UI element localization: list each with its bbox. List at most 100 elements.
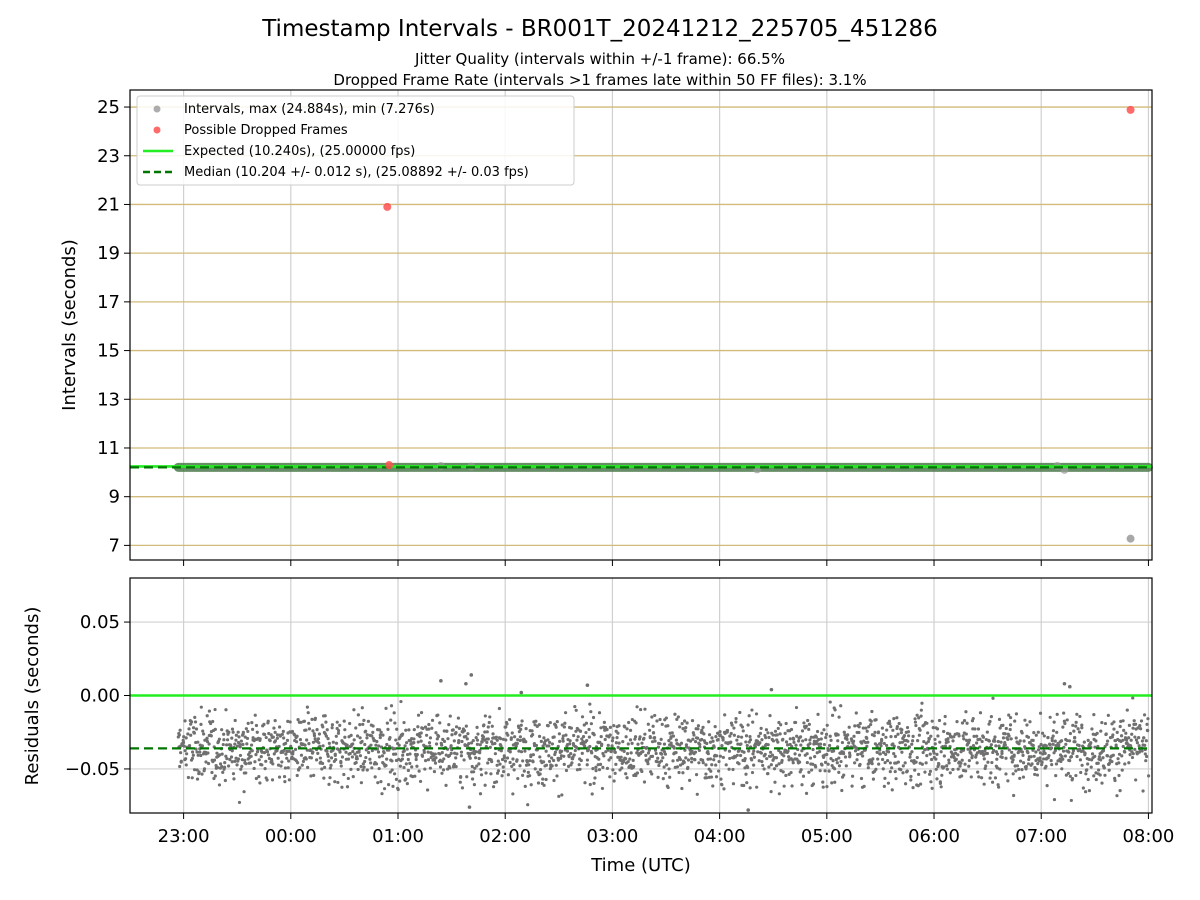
residual-point bbox=[1057, 743, 1061, 747]
residual-point bbox=[847, 725, 851, 729]
residual-point bbox=[1042, 757, 1046, 761]
residual-point bbox=[580, 751, 584, 755]
residual-point bbox=[432, 769, 437, 774]
residual-point bbox=[273, 719, 277, 723]
residual-point bbox=[1111, 733, 1115, 737]
residual-point bbox=[369, 761, 373, 765]
residual-point bbox=[230, 749, 234, 753]
residual-point bbox=[253, 760, 257, 764]
residual-point bbox=[184, 757, 188, 761]
residual-point bbox=[938, 781, 942, 785]
residual-point bbox=[488, 745, 492, 749]
residual-point bbox=[179, 751, 183, 755]
residual-point bbox=[675, 717, 679, 721]
residual-point bbox=[935, 777, 939, 781]
residual-point bbox=[970, 754, 974, 758]
residual-point bbox=[1130, 732, 1134, 736]
dropped-frame-point bbox=[1126, 105, 1135, 114]
residual-point bbox=[487, 720, 491, 725]
residual-point bbox=[1061, 725, 1065, 729]
residual-point bbox=[1006, 737, 1010, 742]
residual-point bbox=[994, 744, 998, 748]
residual-point bbox=[772, 767, 777, 771]
residual-point bbox=[594, 765, 598, 769]
residual-point bbox=[491, 732, 495, 736]
residual-point bbox=[658, 742, 662, 746]
residual-point bbox=[345, 743, 349, 747]
residual-point bbox=[537, 723, 541, 727]
residual-point bbox=[793, 752, 797, 756]
residual-point bbox=[1116, 757, 1120, 761]
residual-point bbox=[206, 761, 211, 766]
residual-point bbox=[1078, 758, 1083, 762]
residual-point bbox=[1059, 739, 1064, 743]
residual-point bbox=[207, 742, 211, 746]
residual-point bbox=[243, 758, 247, 762]
residual-point bbox=[731, 767, 735, 772]
residual-point bbox=[200, 772, 204, 776]
residual-point bbox=[316, 737, 321, 741]
residual-point bbox=[280, 760, 284, 764]
residual-point bbox=[692, 733, 696, 737]
residual-point bbox=[542, 783, 546, 787]
residual-point bbox=[781, 770, 785, 774]
residual-point bbox=[389, 718, 393, 722]
residual-point bbox=[1076, 727, 1080, 731]
residual-point bbox=[506, 733, 510, 737]
residual-point bbox=[361, 768, 365, 772]
residual-point bbox=[942, 729, 946, 734]
residual-point bbox=[1083, 790, 1088, 794]
residual-point bbox=[438, 721, 442, 725]
residual-point bbox=[548, 720, 552, 725]
residual-point bbox=[962, 737, 966, 741]
residual-point bbox=[721, 755, 725, 760]
residual-point bbox=[442, 729, 446, 733]
residual-point bbox=[1024, 765, 1028, 769]
residual-point bbox=[1139, 727, 1143, 731]
residual-point bbox=[820, 763, 824, 767]
residual-point bbox=[777, 720, 781, 725]
residual-point bbox=[408, 752, 412, 756]
legend-box bbox=[136, 95, 575, 186]
residual-point bbox=[704, 763, 708, 767]
residual-point bbox=[734, 720, 738, 724]
residual-point bbox=[589, 722, 593, 726]
residual-point bbox=[403, 744, 407, 748]
residual-point bbox=[365, 733, 369, 737]
residual-point bbox=[338, 723, 342, 727]
residual-point bbox=[670, 731, 674, 735]
residual-point bbox=[563, 711, 568, 715]
residual-point bbox=[780, 758, 784, 763]
residual-point bbox=[565, 749, 570, 753]
residual-point bbox=[178, 764, 182, 769]
residual-point bbox=[475, 742, 479, 746]
residual-point bbox=[467, 805, 472, 809]
residual-point bbox=[519, 750, 524, 754]
residual-point bbox=[713, 725, 717, 729]
residual-point bbox=[610, 744, 614, 748]
residual-point bbox=[505, 756, 510, 760]
residual-point bbox=[530, 729, 534, 733]
residual-point bbox=[543, 739, 548, 743]
residual-point bbox=[817, 737, 821, 742]
residual-point bbox=[1102, 766, 1106, 770]
residual-point bbox=[1101, 749, 1106, 753]
residual-point bbox=[920, 762, 925, 766]
residual-point bbox=[1099, 729, 1103, 733]
residual-point bbox=[186, 775, 191, 780]
residual-point bbox=[457, 738, 461, 743]
residual-point bbox=[1132, 719, 1136, 723]
residual-point bbox=[786, 749, 790, 753]
residual-point bbox=[638, 735, 642, 739]
residual-point bbox=[1017, 767, 1021, 772]
residual-point bbox=[1140, 749, 1144, 753]
residual-point bbox=[1067, 750, 1071, 754]
residual-point bbox=[309, 756, 313, 760]
residual-point bbox=[707, 720, 711, 724]
residual-point bbox=[495, 771, 500, 775]
residual-point bbox=[785, 743, 790, 747]
residual-point bbox=[961, 734, 965, 738]
residual-point bbox=[265, 750, 270, 754]
residual-point bbox=[647, 748, 651, 752]
residual-point bbox=[307, 742, 311, 746]
